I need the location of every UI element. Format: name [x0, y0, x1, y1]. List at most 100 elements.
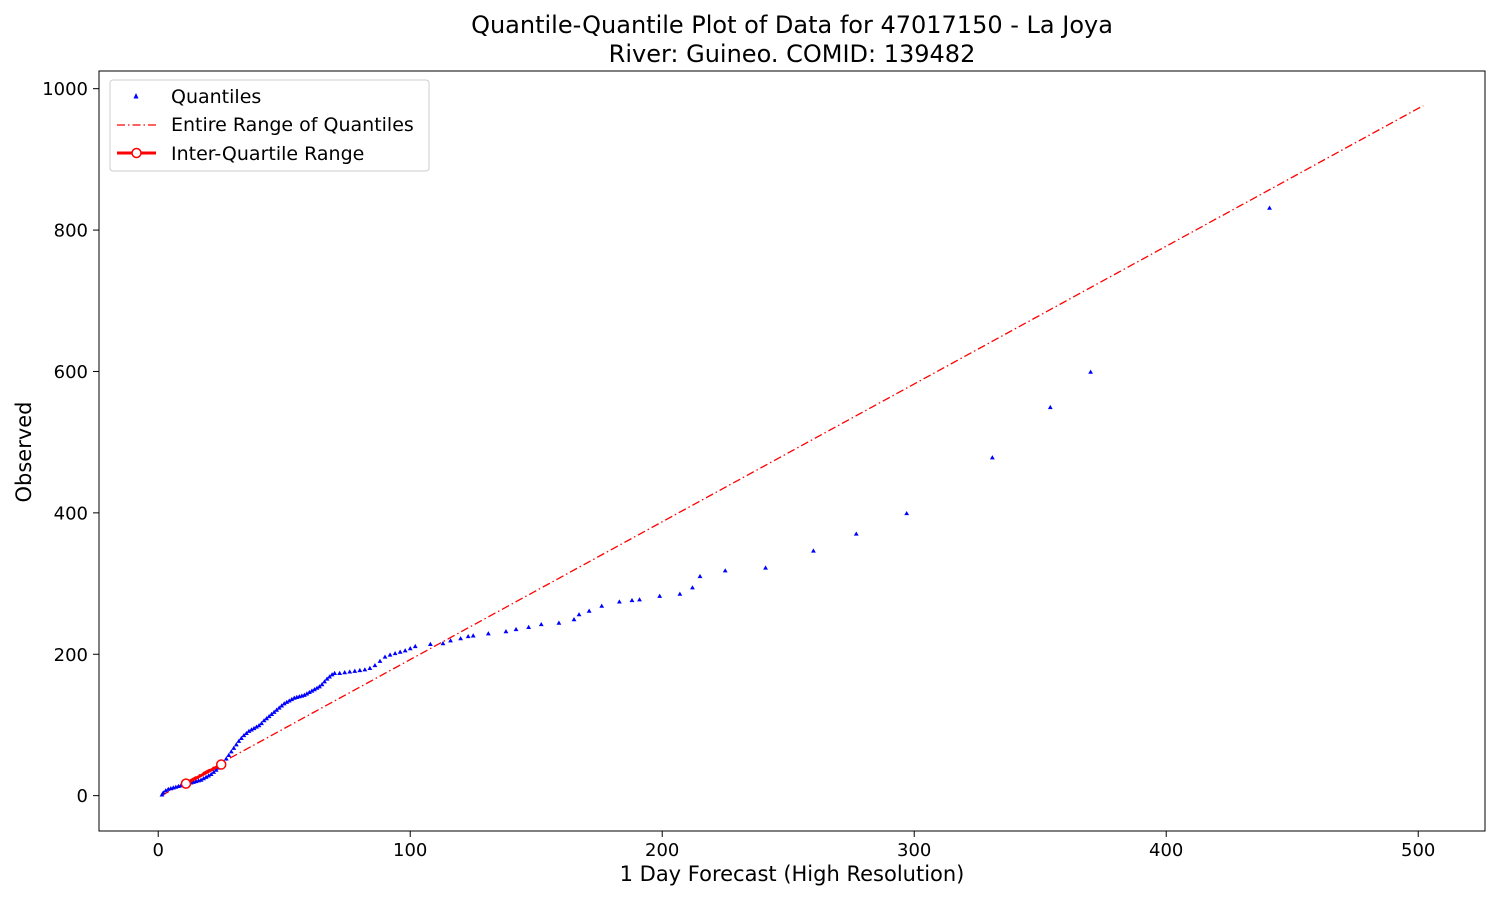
legend-iqr-label: Inter-Quartile Range: [171, 143, 364, 165]
quantile-point: [264, 715, 269, 721]
quantile-point: [259, 720, 264, 726]
legend-box: [109, 79, 430, 172]
quantile-point: [637, 597, 642, 602]
quantile-point: [458, 636, 464, 641]
quantile-point: [241, 732, 247, 738]
x-tick-label: 500: [1401, 840, 1435, 861]
quantile-point: [722, 568, 728, 573]
quantile-point: [312, 687, 317, 692]
quantile-point: [256, 723, 262, 728]
quantile-point: [526, 624, 532, 629]
quantile-point: [309, 688, 315, 693]
quantile-point: [556, 620, 562, 625]
quantile-point: [317, 684, 322, 689]
quantile-point: [314, 685, 320, 690]
y-tick-label: 600: [54, 362, 88, 383]
quantile-point: [246, 728, 252, 733]
quantile-point: [279, 703, 285, 708]
iqr-marker: [180, 778, 192, 789]
quantile-point: [327, 674, 332, 679]
quantile-point: [342, 670, 348, 675]
quantile-point: [1267, 205, 1272, 210]
quantile-point: [231, 745, 237, 750]
quantile-point: [254, 724, 259, 729]
quantile-point: [337, 670, 343, 675]
quantile-point: [392, 650, 398, 656]
quantile-point: [576, 612, 582, 617]
quantile-point: [571, 617, 577, 622]
chart-subtitle: River: Guineo. COMID: 139482: [609, 40, 976, 68]
quantile-point: [377, 658, 383, 663]
y-tick-label: 800: [54, 221, 88, 242]
quantile-point: [513, 626, 519, 632]
quantile-point: [286, 698, 292, 703]
quantile-point: [198, 777, 204, 782]
quantile-point: [367, 665, 373, 670]
quantile-point: [284, 699, 290, 704]
quantile-point: [201, 776, 206, 781]
quantile-point: [289, 696, 295, 702]
quantile-point: [465, 633, 471, 639]
quantile-point: [1088, 369, 1094, 374]
y-axis-label: Observed: [12, 401, 36, 502]
y-tick-label: 200: [54, 645, 88, 666]
quantile-point: [160, 790, 166, 795]
legend: Quantiles Entire Range of Quantiles Inte…: [109, 79, 430, 172]
y-axis-ticks: 0 200 400 600 800 1000: [42, 79, 99, 807]
quantile-point: [989, 455, 995, 460]
quantile-point: [372, 662, 378, 668]
quantile-point: [397, 649, 403, 654]
quantile-point: [448, 638, 453, 643]
iqr-line: [185, 763, 222, 785]
quantile-point: [244, 730, 249, 736]
y-tick-label: 0: [77, 786, 88, 807]
quantile-point: [357, 667, 363, 673]
quantile-point: [362, 667, 368, 672]
quantile-point: [347, 669, 353, 674]
quantile-point: [276, 705, 282, 710]
quantile-point: [271, 709, 277, 714]
quantile-point: [697, 573, 703, 579]
entire-range-line: [161, 105, 1424, 796]
quantile-point: [322, 679, 327, 684]
quantile-point: [223, 756, 229, 761]
quantile-point: [763, 565, 768, 570]
quantile-point: [233, 742, 239, 747]
quantile-point: [307, 689, 312, 695]
x-tick-label: 200: [645, 840, 679, 861]
quantile-point: [266, 713, 272, 719]
legend-entire-range-label: Entire Range of Quantiles: [171, 114, 414, 136]
quantile-point: [319, 682, 325, 687]
quantile-point: [226, 752, 232, 757]
quantile-point: [269, 711, 275, 716]
quantile-point: [586, 608, 592, 613]
iqr-marker: [215, 759, 227, 770]
x-tick-label: 400: [1149, 840, 1183, 861]
quantile-point: [329, 672, 335, 677]
legend-quantiles-marker: [133, 93, 139, 99]
plot-area: [159, 105, 1424, 797]
quantile-point: [332, 670, 338, 675]
quantile-point: [657, 593, 663, 598]
x-tick-label: 0: [152, 840, 163, 861]
quantile-point: [213, 767, 219, 772]
quantile-point: [599, 603, 605, 608]
quantile-point: [251, 725, 257, 731]
quantile-point: [485, 631, 491, 636]
quantile-point: [853, 531, 859, 536]
quantile-point: [382, 654, 388, 659]
quantile-point: [427, 641, 433, 646]
quantile-point: [387, 652, 393, 657]
quantile-point: [261, 718, 267, 723]
x-tick-label: 100: [393, 840, 427, 861]
quantile-point: [208, 771, 214, 777]
y-tick-label: 1000: [42, 79, 88, 100]
quantile-point: [238, 735, 244, 740]
quantile-point: [159, 792, 165, 797]
quantile-point: [402, 648, 408, 653]
y-tick-label: 400: [54, 503, 88, 524]
quantile-point: [304, 691, 310, 696]
quantile-point: [324, 676, 330, 681]
quantile-point: [440, 641, 446, 646]
